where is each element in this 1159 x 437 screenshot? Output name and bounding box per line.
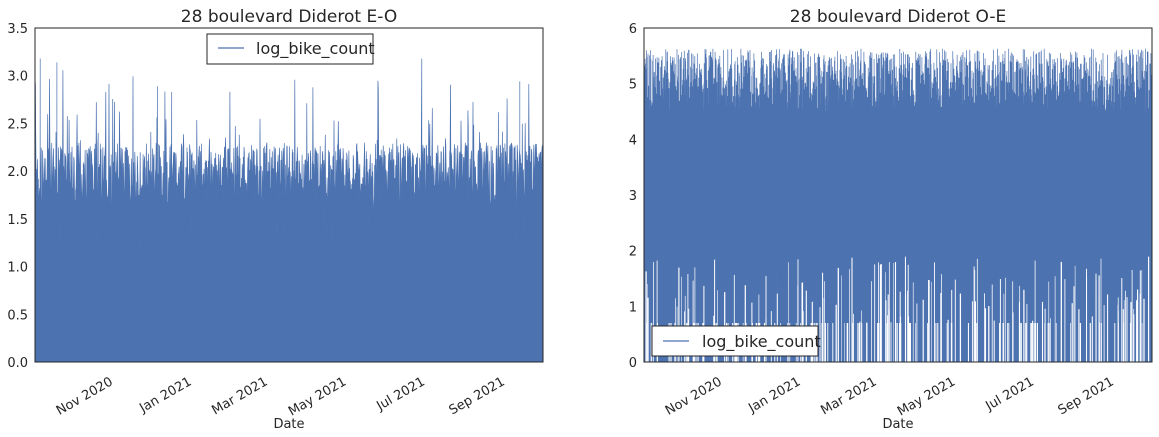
y-tick-label: 1 [629,300,637,315]
x-tick-label: Sep 2021 [447,374,508,418]
x-axis-label: Date [273,417,304,432]
y-tick-label: 2 [629,245,637,260]
legend: log_bike_count [651,325,821,357]
y-tick-label: 1.5 [7,213,28,228]
y-tick-label: 0 [629,356,637,371]
x-tick-label: Jan 2021 [745,374,803,416]
chart-title: 28 boulevard Diderot E-O [181,7,397,27]
y-axis: 0.0 0.5 1.0 1.5 2.0 2.5 3.0 3.5 [7,22,28,371]
x-tick-label: Sep 2021 [1056,374,1117,418]
x-axis: Nov 2020 Jan 2021 Mar 2021 May 2021 Jul 2021… [663,374,1117,419]
y-tick-label: 0.0 [7,356,28,371]
y-tick-label: 1.0 [7,261,28,276]
x-tick-label: Nov 2020 [663,374,725,418]
series-area [35,58,543,362]
x-tick-label: Mar 2021 [818,374,879,418]
x-tick-label: Nov 2020 [54,374,116,418]
legend-label: log_bike_count [702,332,821,352]
y-tick-label: 3.5 [7,22,28,37]
y-tick-label: 2.0 [7,165,28,180]
plot-frame [643,27,1153,363]
x-tick-label: Jul 2021 [982,374,1036,414]
y-tick-label: 5 [629,78,637,93]
legend: log_bike_count [206,33,375,65]
x-axis: Nov 2020 Jan 2021 Mar 2021 May 2021 Jul 2021… [54,374,508,419]
y-tick-label: 3.0 [7,70,28,85]
chart-o-e: 28 boulevard Diderot O-E 0 1 2 3 4 5 6 Nov 202… [629,7,1153,432]
x-tick-label: Jul 2021 [373,374,427,414]
y-tick-label: 3 [629,189,637,204]
plot-frame [34,27,544,363]
legend-box [206,33,374,65]
y-tick-label: 0.5 [7,308,28,323]
chart-title: 28 boulevard Diderot O-E [790,7,1006,27]
series-fill [644,48,1152,362]
y-tick-label: 4 [629,133,637,148]
y-tick-label: 6 [629,22,637,37]
y-tick-label: 2.5 [7,117,28,132]
x-tick-label: May 2021 [895,374,958,419]
series-fill [35,58,543,362]
x-tick-label: Mar 2021 [209,374,270,418]
x-axis-label: Date [882,417,913,432]
x-tick-label: May 2021 [286,374,349,419]
x-tick-label: Jan 2021 [136,374,194,416]
y-axis: 0 1 2 3 4 5 6 [629,22,637,371]
chart-e-o: 28 boulevard Diderot E-O 0.0 0.5 1.0 1.5 2.0… [7,7,544,432]
legend-label: log_bike_count [256,39,375,59]
